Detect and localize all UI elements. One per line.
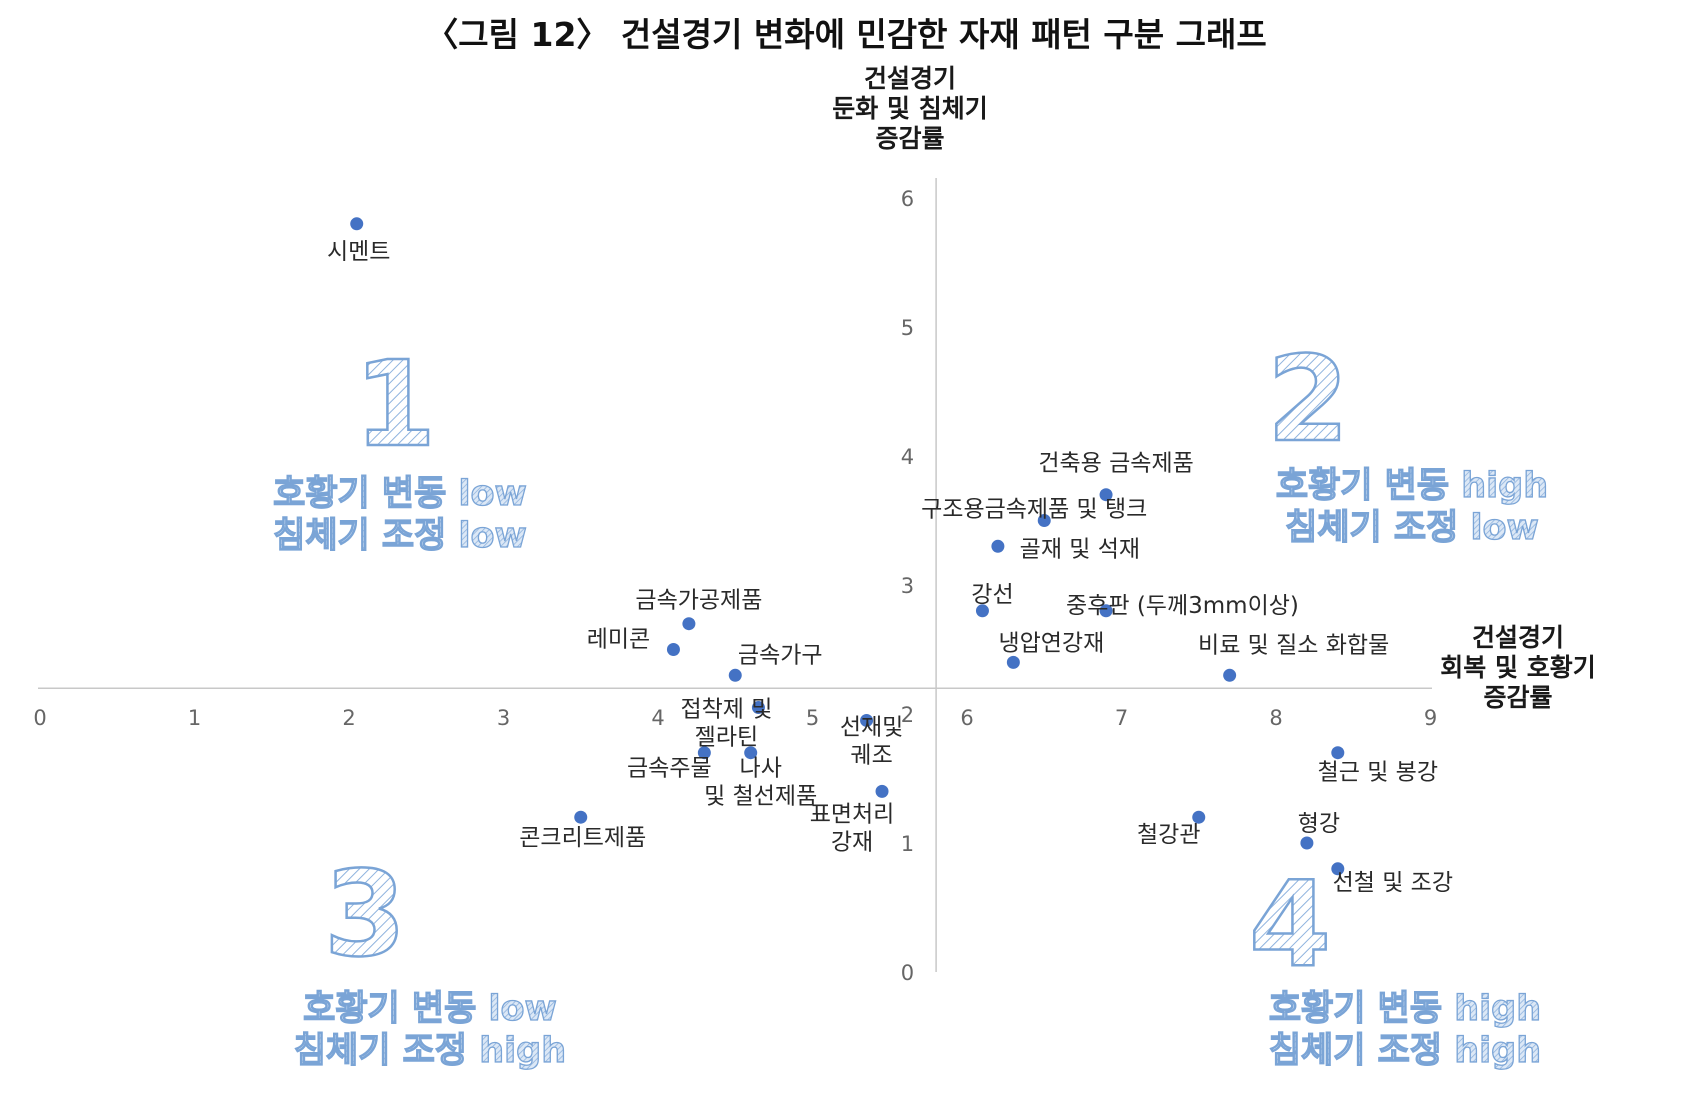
y-tick-label: 2 (901, 703, 914, 727)
y-tick-label: 5 (901, 316, 914, 340)
x-axis-title-line: 회복 및 호황기 (1440, 653, 1595, 682)
y-axis-ticks: 0 1 2 3 4 5 6 (901, 187, 914, 985)
data-point (1192, 810, 1206, 824)
quadrant-1-number: 1 (354, 335, 436, 473)
data-point (1099, 488, 1113, 502)
data-point-label: 철근 및 봉강 (1318, 760, 1438, 786)
data-point-label: 레미콘 (587, 627, 650, 653)
x-tick-label: 5 (806, 706, 819, 730)
x-tick-label: 7 (1115, 706, 1128, 730)
data-point (1223, 668, 1237, 682)
data-point (744, 746, 758, 760)
data-points (350, 217, 1345, 876)
y-tick-label: 6 (901, 187, 914, 211)
data-point (751, 701, 765, 715)
x-tick-label: 1 (188, 706, 201, 730)
data-point (860, 713, 874, 727)
quadrant-3-number: 3 (324, 845, 406, 983)
quadrant-1-text: 호황기 변동 low (273, 474, 527, 514)
data-point (697, 746, 711, 760)
x-tick-label: 3 (497, 706, 510, 730)
data-point (1331, 746, 1345, 760)
data-point (875, 784, 889, 798)
data-point (728, 668, 742, 682)
x-tick-label: 8 (1269, 706, 1282, 730)
quadrant-4-number: 4 (1249, 855, 1331, 993)
data-point-label: 건축용 금속제품 (1038, 451, 1193, 477)
data-point-label: 철강관 (1137, 822, 1200, 848)
x-tick-label: 2 (342, 706, 355, 730)
data-point (350, 217, 364, 231)
x-tick-label: 6 (960, 706, 973, 730)
x-axis-ticks: 0 1 2 3 4 5 6 7 8 9 (33, 706, 1437, 730)
data-point (1037, 514, 1051, 527)
data-point (991, 539, 1005, 553)
data-point-label: 표면처리 (810, 801, 895, 827)
x-axis-title-line: 증감률 (1483, 683, 1552, 712)
quadrant-4-text: 호황기 변동 high (1269, 989, 1541, 1029)
y-tick-label: 0 (901, 961, 914, 985)
data-point (1006, 655, 1020, 669)
data-point-label: 선재및 (840, 714, 903, 740)
data-point-label: 금속가구 (738, 642, 823, 668)
quadrant-2-text: 침체기 조정 low (1285, 508, 1539, 548)
quadrant-2-text: 호황기 변동 high (1276, 466, 1548, 506)
data-point-label: 금속주물 (627, 756, 712, 782)
data-point-label: 나사 (740, 756, 782, 782)
data-point-label: 형강 (1298, 811, 1340, 837)
data-point-label: 비료 및 질소 화합물 (1198, 632, 1389, 658)
data-point-label: 궤조 (850, 742, 892, 768)
data-point-label: 골재 및 석재 (1020, 536, 1140, 562)
chart-title: 〈그림 12〉 건설경기 변화에 민감한 자재 패턴 구분 그래프 (425, 15, 1266, 54)
data-point (574, 810, 588, 824)
data-point-label: 선철 및 조강 (1333, 870, 1453, 896)
data-point (666, 643, 680, 656)
data-point (1331, 862, 1345, 876)
x-tick-label: 9 (1424, 706, 1437, 730)
x-tick-label: 4 (651, 706, 664, 730)
y-tick-label: 1 (901, 832, 914, 856)
quadrant-3-text: 호황기 변동 low (303, 989, 557, 1029)
data-point-label: 중후판 (두께3mm이상) (1066, 593, 1299, 619)
y-tick-label: 4 (901, 445, 914, 469)
data-point-label: 젤라틴 (695, 725, 758, 751)
data-point-label: 강재 (831, 829, 873, 855)
x-tick-label: 0 (33, 706, 46, 730)
data-point-label: 냉압연강재 (998, 630, 1104, 656)
data-point (1099, 604, 1113, 618)
quadrant-1-text: 침체기 조정 low (273, 516, 527, 556)
data-point-label: 콘크리트제품 (519, 825, 646, 851)
y-axis-title-line: 둔화 및 침체기 (832, 94, 987, 123)
data-point-label: 및 철선제품 (704, 784, 817, 810)
data-point-label: 강선 (971, 582, 1013, 608)
data-point-label: 구조용금속제품 및 탱크 (921, 497, 1147, 523)
y-axis-title-line: 증감률 (875, 124, 944, 153)
quadrant-3-text: 침체기 조정 high (294, 1031, 566, 1071)
quadrant-4-text: 침체기 조정 high (1269, 1031, 1541, 1071)
data-point (1300, 836, 1314, 850)
data-point-label: 시멘트 (327, 239, 390, 265)
data-point-label: 금속가공제품 (635, 588, 762, 614)
data-point (975, 604, 989, 618)
quadrant-2-number: 2 (1267, 330, 1349, 468)
y-axis-title-line: 건설경기 (864, 64, 956, 93)
x-axis-title-line: 건설경기 (1472, 623, 1564, 652)
data-point-label: 접착제 및 (680, 697, 772, 723)
data-point (682, 617, 696, 631)
y-tick-label: 3 (901, 574, 914, 598)
